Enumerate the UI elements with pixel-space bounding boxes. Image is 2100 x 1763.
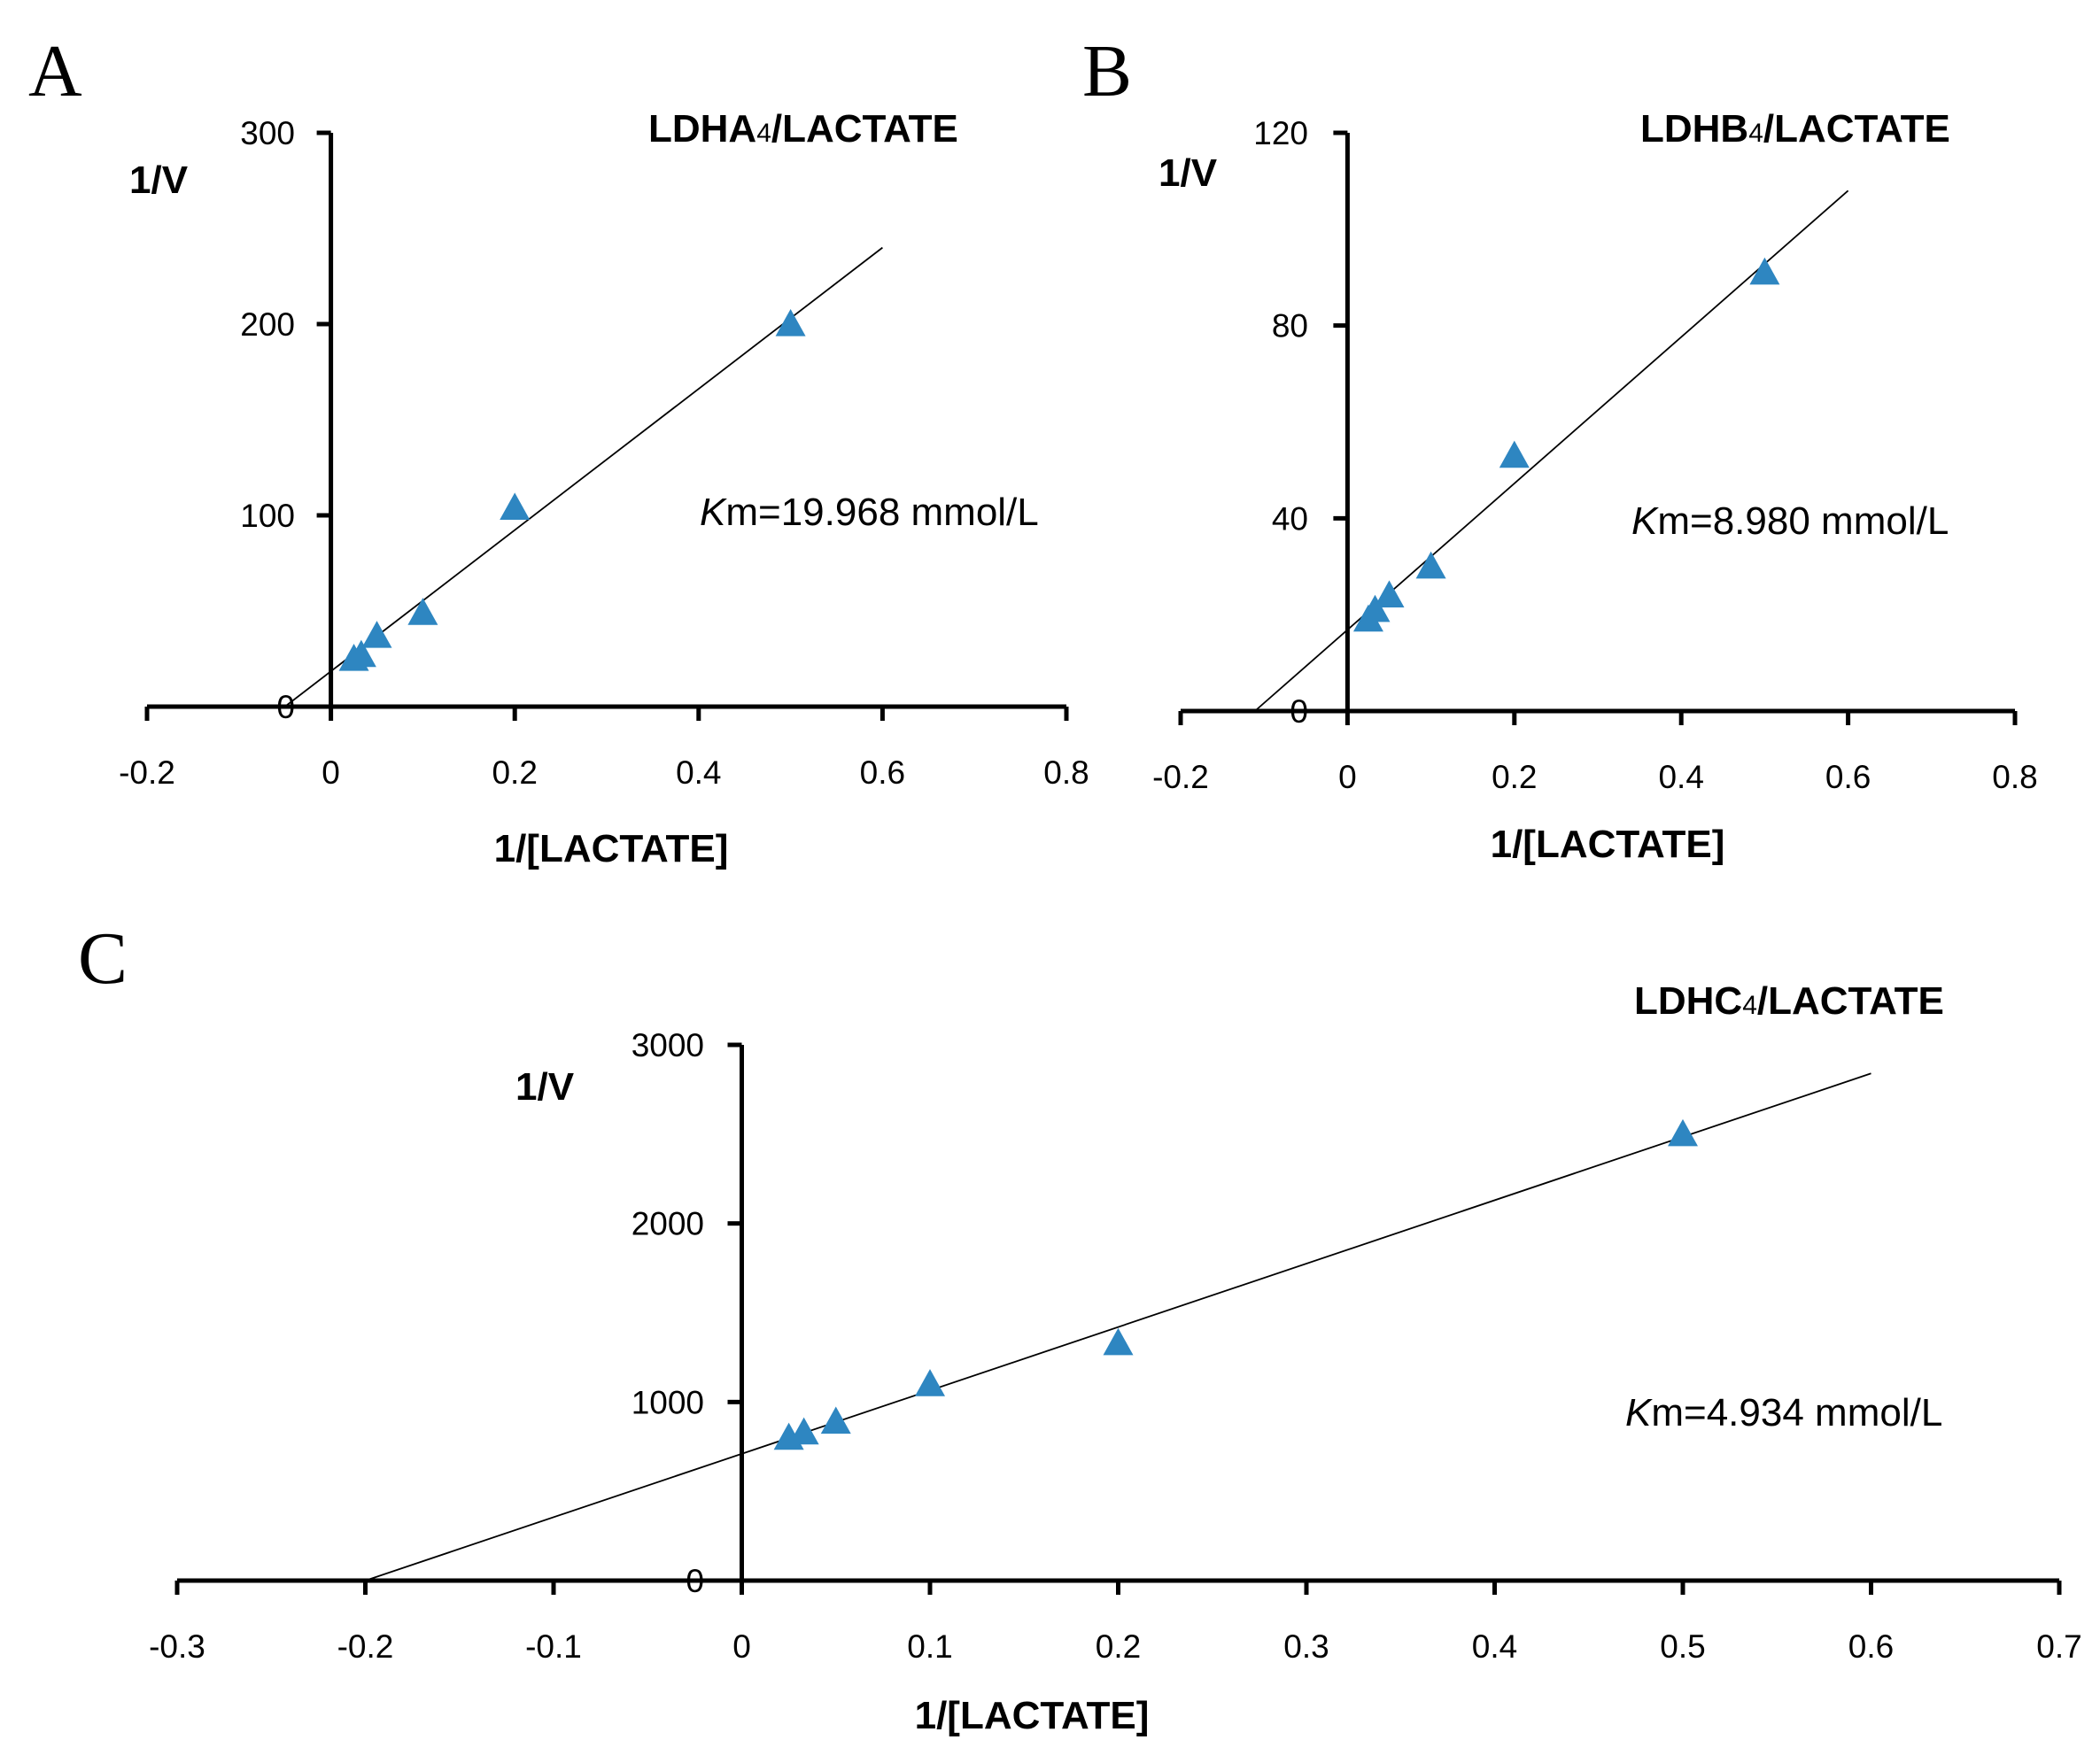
km-value: m=19.968 mmol/L	[725, 491, 1038, 534]
x-tick-label: -0.2	[1152, 759, 1209, 795]
data-point	[345, 639, 376, 668]
y-tick-label: 300	[240, 115, 295, 151]
panel-a: A -0.2 0 0.2 0.4 0.6 0.8 0 100 200 300 1/V 1/[LACTAT…	[28, 30, 1089, 870]
data-point	[1103, 1327, 1134, 1356]
data-point	[788, 1417, 819, 1445]
x-tick-label: -0.2	[337, 1628, 394, 1665]
data-point	[1415, 551, 1446, 579]
chart-title: LDHA4/LACTATE	[648, 107, 958, 151]
x-tick-label: 0.6	[1848, 1628, 1894, 1665]
regression-line	[1254, 189, 1849, 712]
chart-title: LDHB4/LACTATE	[1640, 107, 1950, 151]
y-axis-title: 1/V	[515, 1065, 575, 1109]
x-axis-title: 1/[LACTATE]	[1491, 823, 1725, 866]
data-point	[1749, 257, 1780, 285]
chart-title-sub: 4	[756, 119, 771, 148]
km-annotation: Km=8.980 mmol/L	[1631, 499, 1949, 543]
y-tick-label: 200	[240, 306, 295, 343]
km-annotation: Km=4.934 mmol/L	[1625, 1391, 1942, 1434]
x-tick-label: 0.4	[676, 754, 721, 791]
x-axis-title: 1/[LACTATE]	[494, 827, 729, 870]
chart-title-sub: 4	[1748, 119, 1763, 148]
y-tick-label: 3000	[632, 1027, 704, 1063]
y-tick-label: 80	[1272, 308, 1308, 344]
y-tick-label: 0	[276, 689, 295, 725]
km-italic-k: K	[1631, 499, 1659, 543]
panel-b: B -0.2 0 0.2 0.4 0.6 0.8 0 40 80 120 1/V 1/[LACTATE]…	[1082, 30, 2038, 866]
x-tick-label: 0.6	[860, 754, 905, 791]
data-point	[820, 1406, 851, 1434]
y-tick-label: 40	[1272, 500, 1308, 537]
km-value: m=4.934 mmol/L	[1651, 1391, 1942, 1434]
chart-title-sub: 4	[1742, 991, 1757, 1020]
km-annotation: Km=19.968 mmol/L	[700, 491, 1039, 534]
x-tick-label: 0.2	[492, 754, 537, 791]
chart-title-suffix: /LACTATE	[771, 107, 958, 151]
regression-line	[365, 1072, 1871, 1581]
data-point	[915, 1369, 945, 1396]
panel-c: C -0.3 -0.2 -0.1 0 0.1 0.2 0.3 0.4 0.5 0.6 0.7 0 1000…	[78, 917, 2082, 1737]
data-point	[1499, 440, 1530, 468]
x-tick-label: 0	[732, 1628, 751, 1665]
x-tick-label: 0.8	[1992, 759, 2037, 795]
x-tick-label: 0.6	[1825, 759, 1871, 795]
x-tick-label: 0.4	[1472, 1628, 1517, 1665]
x-tick-label: 0	[1338, 759, 1357, 795]
y-axis-title: 1/V	[129, 159, 189, 202]
panel-letter: C	[78, 917, 128, 1000]
km-value: m=8.980 mmol/L	[1657, 499, 1949, 543]
x-tick-label: 0	[322, 754, 340, 791]
x-tick-label: 0.7	[2036, 1628, 2081, 1665]
y-tick-label: 120	[1253, 115, 1308, 151]
km-italic-k: K	[700, 491, 727, 534]
x-tick-label: -0.1	[525, 1628, 582, 1665]
chart-title-main: LDHA	[648, 107, 756, 151]
y-tick-label: 2000	[632, 1206, 704, 1242]
data-point	[500, 492, 531, 520]
y-tick-label: 1000	[632, 1384, 704, 1420]
y-axis-title: 1/V	[1158, 151, 1218, 195]
panel-letter: A	[28, 30, 82, 112]
data-point	[407, 598, 438, 625]
x-tick-label: -0.3	[149, 1628, 205, 1665]
chart-title-main: LDHC	[1634, 979, 1742, 1023]
data-point	[1374, 580, 1405, 607]
x-tick-label: 0.3	[1283, 1628, 1329, 1665]
x-tick-label: 0.5	[1660, 1628, 1705, 1665]
x-tick-label: 0.2	[1492, 759, 1537, 795]
y-tick-label: 100	[240, 498, 295, 534]
x-axis-title: 1/[LACTATE]	[915, 1694, 1150, 1737]
chart-title-suffix: /LACTATE	[1757, 979, 1944, 1023]
km-italic-k: K	[1625, 1391, 1653, 1434]
chart-title-suffix: /LACTATE	[1763, 107, 1950, 151]
data-point	[1360, 594, 1391, 622]
data-point	[361, 621, 392, 648]
x-tick-label: -0.2	[119, 754, 175, 791]
x-tick-label: 0.4	[1658, 759, 1703, 795]
chart-title-main: LDHB	[1640, 107, 1748, 151]
y-tick-label: 0	[686, 1563, 704, 1599]
x-tick-label: 0.2	[1096, 1628, 1141, 1665]
data-point	[1668, 1118, 1698, 1147]
chart-title: LDHC4/LACTATE	[1634, 979, 1944, 1023]
x-tick-label: 0.1	[907, 1628, 952, 1665]
panel-letter: B	[1082, 30, 1132, 112]
data-point	[775, 309, 806, 336]
x-tick-label: 0.8	[1043, 754, 1089, 791]
y-tick-label: 0	[1290, 693, 1308, 730]
